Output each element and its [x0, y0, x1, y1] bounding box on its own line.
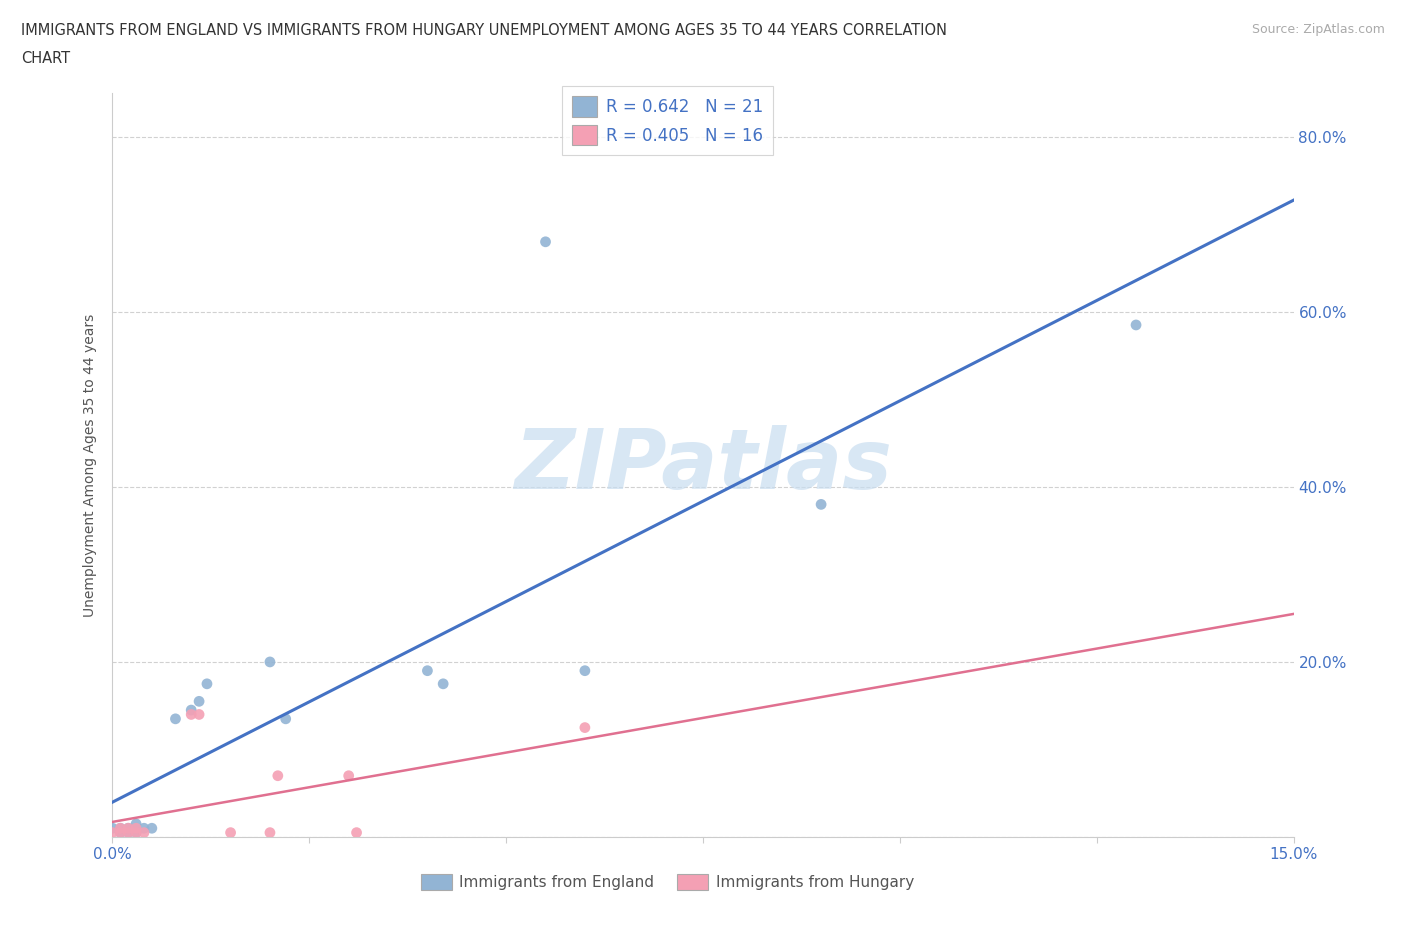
Point — [432, 676, 454, 691]
Point — [574, 663, 596, 678]
Point — [188, 707, 211, 722]
Point — [188, 694, 211, 709]
Point — [132, 821, 155, 836]
Point — [180, 703, 202, 718]
Point — [101, 825, 124, 840]
Point — [125, 817, 148, 831]
Point — [117, 825, 139, 840]
Point — [810, 497, 832, 512]
Text: ZIPatlas: ZIPatlas — [515, 424, 891, 506]
Point — [110, 821, 132, 836]
Point — [259, 825, 281, 840]
Point — [125, 825, 148, 840]
Legend: Immigrants from England, Immigrants from Hungary: Immigrants from England, Immigrants from… — [415, 868, 920, 897]
Point — [110, 825, 132, 840]
Point — [416, 663, 439, 678]
Point — [346, 825, 368, 840]
Point — [117, 821, 139, 836]
Point — [574, 720, 596, 735]
Point — [117, 825, 139, 840]
Text: CHART: CHART — [21, 51, 70, 66]
Point — [274, 711, 297, 726]
Point — [101, 821, 124, 836]
Point — [534, 234, 557, 249]
Point — [219, 825, 242, 840]
Point — [259, 655, 281, 670]
Point — [267, 768, 290, 783]
Point — [165, 711, 187, 726]
Point — [132, 825, 155, 840]
Point — [117, 821, 139, 836]
Y-axis label: Unemployment Among Ages 35 to 44 years: Unemployment Among Ages 35 to 44 years — [83, 313, 97, 617]
Point — [110, 825, 132, 840]
Point — [337, 768, 360, 783]
Point — [1125, 317, 1147, 332]
Point — [195, 676, 218, 691]
Text: Source: ZipAtlas.com: Source: ZipAtlas.com — [1251, 23, 1385, 36]
Point — [141, 821, 163, 836]
Point — [110, 821, 132, 836]
Text: IMMIGRANTS FROM ENGLAND VS IMMIGRANTS FROM HUNGARY UNEMPLOYMENT AMONG AGES 35 TO: IMMIGRANTS FROM ENGLAND VS IMMIGRANTS FR… — [21, 23, 948, 38]
Point — [125, 825, 148, 840]
Point — [180, 707, 202, 722]
Point — [125, 821, 148, 836]
